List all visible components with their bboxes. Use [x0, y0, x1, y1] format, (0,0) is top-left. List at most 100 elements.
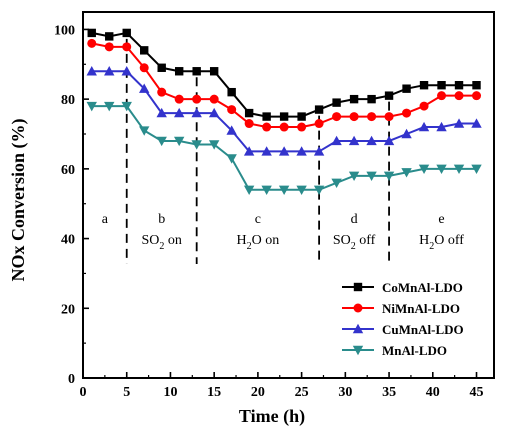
data-point: [192, 94, 202, 104]
data-point: [174, 94, 184, 104]
data-point: [139, 63, 149, 73]
phase-condition-label: SO2 off: [333, 233, 376, 252]
data-point: [87, 28, 96, 38]
x-tick-label: 30: [338, 385, 352, 400]
data-point: [367, 112, 377, 122]
x-axis-title: Time (h): [239, 406, 305, 427]
x-tick-label: 25: [295, 385, 309, 400]
data-point: [261, 146, 272, 156]
y-tick-label: 20: [61, 302, 75, 317]
series-cumnal-ldo: [86, 66, 482, 156]
legend-label: MnAl-LDO: [382, 343, 447, 358]
y-tick-label: 0: [68, 372, 75, 387]
series-line: [91, 70, 477, 153]
data-point: [332, 112, 342, 122]
y-axis-title: NOx Conversion (%): [8, 119, 29, 282]
data-point: [332, 98, 341, 107]
data-point: [437, 81, 446, 90]
data-point: [104, 101, 115, 112]
data-point: [471, 118, 482, 128]
phase-condition-label: H2O off: [419, 233, 464, 252]
phase-label-a: a: [102, 212, 109, 227]
data-point: [278, 146, 290, 156]
data-point: [104, 42, 114, 52]
data-point: [261, 185, 272, 195]
data-point: [383, 171, 395, 182]
data-point: [104, 66, 115, 76]
axis-ticks: 0 5 10 15 20 25 30 35 40 45 0 20 40 60 80 100: [54, 23, 484, 400]
data-point: [453, 164, 465, 175]
phase-condition-label: H2O on: [237, 233, 280, 252]
data-point: [226, 154, 237, 164]
data-point: [367, 94, 376, 104]
data-point: [208, 140, 220, 150]
data-point: [122, 28, 131, 38]
legend-item-nimnal-ldo: NiMnAl-LDO: [342, 301, 460, 316]
x-tick-label: 40: [426, 385, 440, 400]
data-point: [173, 107, 185, 118]
series-layer: [86, 28, 482, 195]
plot-border: [82, 11, 495, 379]
data-point: [122, 42, 132, 52]
legend: CoMnAl-LDO NiMnAl-LDO CuMnAl-LDO MnAl-LDO: [342, 280, 464, 358]
data-point: [191, 107, 202, 118]
data-point: [353, 282, 363, 292]
data-point: [297, 122, 307, 132]
data-point: [191, 140, 202, 150]
data-point: [262, 122, 272, 132]
legend-label: CoMnAl-LDO: [382, 280, 463, 295]
data-point: [453, 118, 465, 128]
data-point: [173, 136, 185, 147]
data-point: [402, 108, 412, 118]
phase-label-e: e: [438, 212, 444, 227]
data-point: [139, 126, 150, 136]
data-point: [86, 101, 97, 112]
data-point: [156, 136, 167, 147]
data-point: [352, 323, 364, 334]
phase-label-b: b: [158, 212, 165, 227]
data-point: [156, 107, 167, 118]
data-point: [105, 32, 114, 41]
x-tick-label: 35: [382, 385, 396, 400]
data-point: [419, 101, 429, 111]
x-tick-label: 10: [163, 385, 177, 400]
data-point: [121, 101, 132, 112]
data-point: [331, 178, 342, 188]
data-point: [314, 119, 324, 129]
data-point: [296, 146, 307, 156]
data-point: [401, 128, 412, 139]
data-point: [278, 185, 290, 195]
data-point: [353, 303, 363, 313]
data-point: [244, 108, 254, 118]
data-point: [313, 146, 325, 156]
data-point: [437, 91, 447, 101]
data-point: [121, 66, 132, 76]
y-tick-label: 100: [54, 23, 75, 38]
data-point: [297, 112, 306, 121]
data-point: [418, 121, 430, 132]
x-tick-label: 0: [80, 385, 87, 400]
data-point: [243, 146, 255, 156]
data-point: [472, 81, 481, 90]
data-point: [348, 171, 360, 182]
data-point: [279, 122, 289, 132]
data-point: [419, 81, 429, 90]
data-point: [331, 135, 342, 146]
data-point: [384, 91, 394, 100]
data-point: [227, 87, 236, 97]
phase-annotations: a b c d e SO2 on H2O on SO2 off H2O off: [102, 212, 465, 252]
data-point: [383, 135, 395, 146]
data-point: [296, 185, 307, 195]
data-point: [454, 91, 464, 101]
y-tick-label: 80: [61, 93, 75, 108]
data-point: [384, 112, 394, 122]
data-point: [157, 63, 166, 72]
data-point: [209, 67, 219, 76]
data-point: [436, 121, 447, 132]
data-point: [402, 84, 411, 93]
data-point: [244, 119, 254, 129]
phase-label-d: d: [351, 212, 358, 227]
data-point: [418, 164, 430, 175]
data-point: [348, 135, 360, 146]
data-point: [401, 168, 412, 178]
